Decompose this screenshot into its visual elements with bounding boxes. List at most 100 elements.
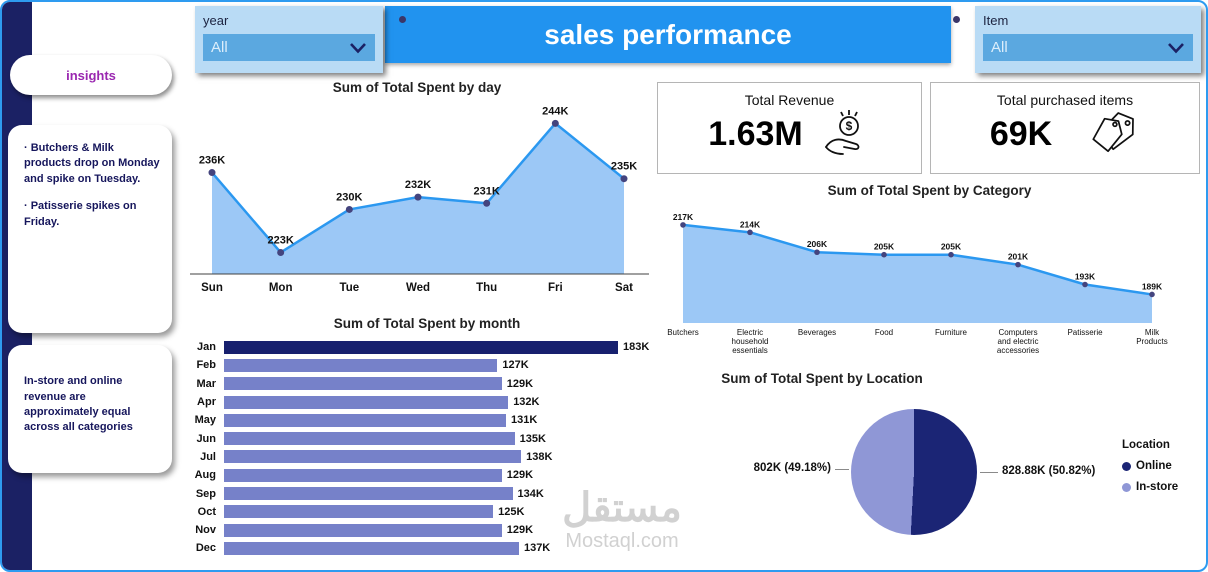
month-axis-label: Oct — [197, 505, 216, 518]
svg-text:Mon: Mon — [269, 282, 293, 294]
month-bar-chart[interactable]: Jan 183K Feb 127K Mar 129K Apr 132K May 131K Jun 13… — [186, 338, 649, 558]
location-pie-chart[interactable] — [851, 409, 977, 535]
month-bar[interactable] — [224, 340, 618, 354]
legend-label: Online — [1136, 460, 1172, 472]
chart-title-day: Sum of Total Spent by day — [332, 80, 502, 95]
page-title: sales performance — [544, 18, 792, 50]
item-slicer-value: All — [991, 39, 1008, 56]
month-bar-row[interactable]: Apr 132K — [186, 393, 649, 411]
insights-button[interactable]: insights — [10, 55, 172, 95]
svg-text:$: $ — [845, 119, 852, 133]
month-axis-label: Aug — [194, 469, 216, 482]
decor-dot — [953, 16, 960, 23]
svg-text:Tue: Tue — [340, 282, 360, 294]
month-bar-row[interactable]: Mar 129K — [186, 375, 649, 393]
month-bar[interactable] — [224, 432, 515, 446]
month-bar-value: 129K — [506, 377, 534, 390]
month-axis-label: Jun — [196, 432, 216, 445]
chart-title-month: Sum of Total Spent by month — [333, 316, 521, 331]
kpi-title: Total Revenue — [744, 92, 835, 108]
insight-card-location: In-store and online revenue are approxim… — [8, 345, 172, 473]
svg-text:Sat: Sat — [615, 282, 633, 294]
svg-text:205K: 205K — [941, 242, 962, 252]
month-bar-row[interactable]: Feb 127K — [186, 356, 649, 374]
month-bar-value: 135K — [519, 432, 546, 445]
svg-text:232K: 232K — [405, 179, 431, 191]
svg-text:189K: 189K — [1142, 281, 1163, 291]
legend-item-online[interactable]: Online — [1122, 460, 1178, 472]
month-axis-label: Jan — [197, 341, 216, 354]
month-bar[interactable] — [224, 505, 494, 519]
month-bar[interactable] — [224, 377, 502, 391]
year-slicer-label: year — [203, 13, 229, 28]
svg-text:Beverages: Beverages — [798, 328, 836, 337]
svg-text:Wed: Wed — [406, 282, 430, 294]
month-bar-value: 127K — [502, 359, 529, 372]
item-slicer-label: Item — [983, 13, 1009, 28]
month-bar[interactable] — [224, 487, 513, 501]
insight-text: · Butchers & Milk products drop on Monda… — [24, 142, 160, 185]
day-area-chart[interactable]: 236K Sun 223K Mon 230K Tue 232K Wed 231K Thu 244K F… — [182, 94, 657, 302]
month-bar[interactable] — [224, 523, 502, 537]
month-bar-row[interactable]: Jul 138K — [186, 448, 649, 466]
chart-title-location: Sum of Total Spent by Location — [721, 371, 923, 386]
month-bar-value: 137K — [523, 542, 551, 555]
month-bar[interactable] — [224, 395, 509, 409]
pie-callout-line — [980, 472, 998, 473]
month-bar-value: 125K — [498, 505, 525, 518]
price-tags-icon — [1092, 112, 1135, 153]
svg-text:231K: 231K — [474, 185, 500, 197]
month-bar-value: 134K — [517, 487, 544, 500]
category-area-chart[interactable]: 217K Butchers 214K Electric household essenti… — [657, 196, 1205, 366]
month-bar[interactable] — [224, 450, 522, 464]
month-axis-label: Sep — [195, 487, 216, 500]
svg-text:201K: 201K — [1008, 252, 1029, 262]
month-bar-value: 132K — [513, 396, 540, 409]
month-axis-label: May — [194, 414, 216, 427]
item-slicer: Item All — [975, 6, 1201, 73]
insight-card-day-trends: · Butchers & Milk products drop on Monda… — [8, 125, 172, 333]
svg-text:235K: 235K — [611, 161, 637, 173]
month-bar-row[interactable]: Nov 129K — [186, 521, 649, 539]
pie-callout-line — [835, 469, 849, 470]
svg-text:230K: 230K — [336, 191, 362, 203]
month-bar-row[interactable]: Jun 135K — [186, 429, 649, 447]
kpi-total-purchased-items: Total purchased items 69K — [930, 82, 1200, 174]
month-bar-row[interactable]: Aug 129K — [186, 466, 649, 484]
legend-title: Location — [1122, 439, 1170, 451]
month-bar-value: 131K — [511, 414, 538, 427]
kpi-value: 69K — [989, 114, 1053, 153]
month-bar[interactable] — [224, 358, 498, 372]
svg-text:Sun: Sun — [201, 282, 223, 294]
month-bar-row[interactable]: Oct 125K — [186, 503, 649, 521]
month-bar-row[interactable]: Jan 183K — [186, 338, 649, 356]
month-bar[interactable] — [224, 413, 507, 427]
kpi-title: Total purchased items — [996, 92, 1134, 108]
svg-text:Thu: Thu — [476, 282, 497, 294]
pie-label-instore: 802K (49.18%) — [753, 462, 831, 474]
decor-dot — [399, 16, 406, 23]
month-bar-row[interactable]: May 131K — [186, 411, 649, 429]
svg-text:217K: 217K — [673, 212, 694, 222]
month-bar-value: 129K — [506, 469, 534, 482]
month-bar-row[interactable]: Sep 134K — [186, 484, 649, 502]
month-bar[interactable] — [224, 468, 502, 482]
insight-text: · Patisserie spikes on Friday. — [24, 200, 137, 228]
insights-button-label: insights — [66, 67, 116, 83]
month-bar-row[interactable]: Dec 137K — [186, 539, 649, 557]
year-slicer-value: All — [211, 39, 228, 56]
year-slicer-dropdown[interactable]: All — [203, 34, 375, 61]
month-bar[interactable] — [224, 541, 519, 555]
item-slicer-dropdown[interactable]: All — [983, 34, 1193, 61]
svg-text:Fri: Fri — [548, 282, 563, 294]
month-axis-label: Dec — [195, 542, 216, 555]
month-bar-value: 183K — [623, 341, 650, 354]
legend-item-instore[interactable]: In-store — [1122, 481, 1178, 493]
month-axis-label: Mar — [196, 377, 216, 390]
legend-dot-instore — [1122, 482, 1131, 492]
svg-text:193K: 193K — [1075, 272, 1096, 282]
